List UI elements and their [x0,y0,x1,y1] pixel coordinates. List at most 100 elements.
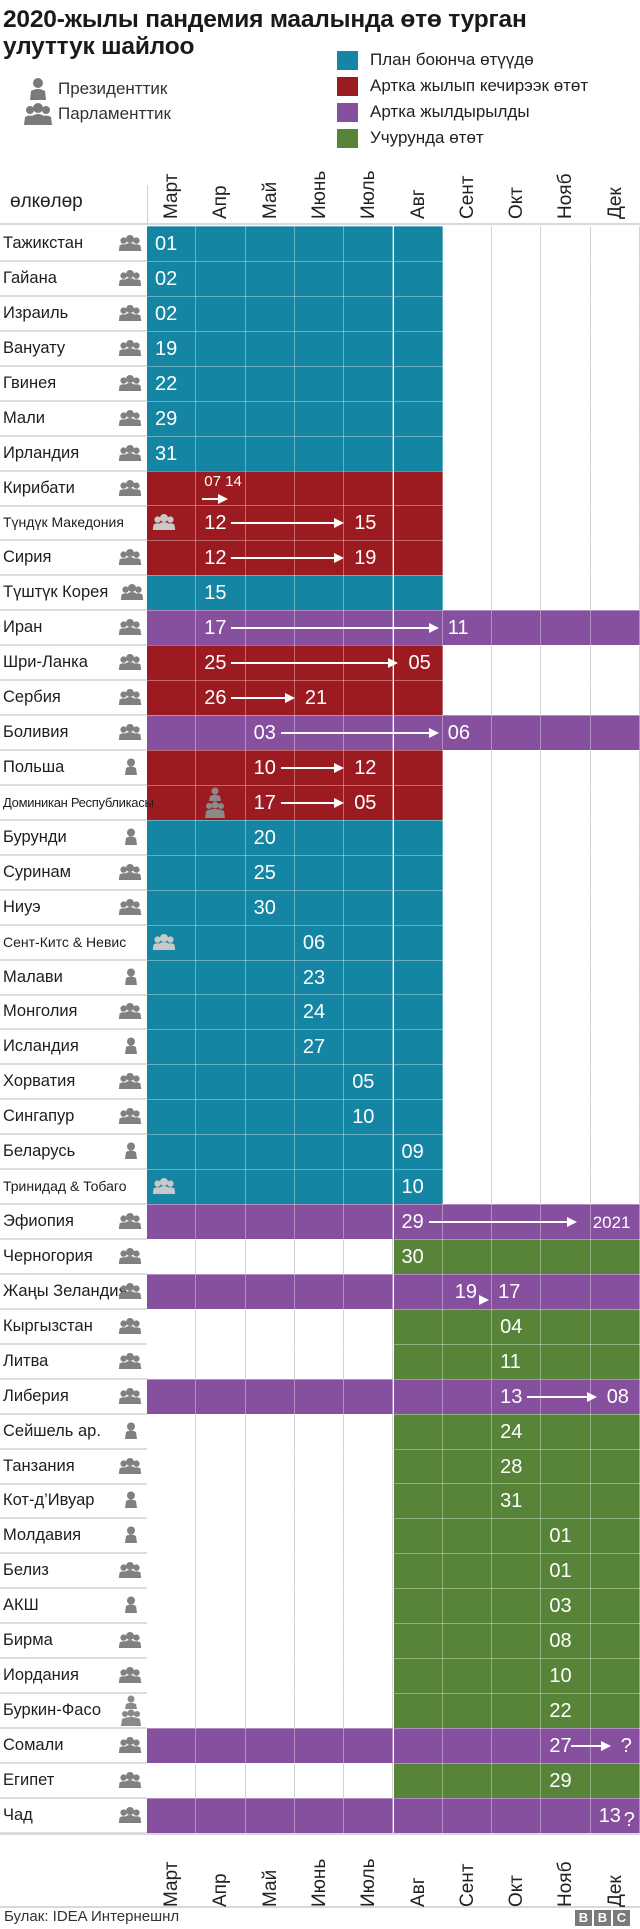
month-label-text: Нояб [555,1861,577,1907]
month-cell [196,1797,246,1833]
month-cell [393,260,443,296]
month-cell [393,959,443,995]
legend-item-held-on-time: Учурунда өтөт [337,125,588,151]
group-icon [118,1107,142,1127]
election-date: 25 [253,861,276,884]
month-cell [442,226,493,261]
month-cell [245,889,295,925]
month-cell [541,749,591,785]
election-date: 26 [204,687,227,710]
month-cell [492,1518,542,1554]
month-cell [442,1658,493,1694]
table-row: Ниуэ 30 [0,889,640,926]
legend-label: План боюнча өтүүдө [370,50,534,69]
month-cell [442,889,493,925]
chart-title: 2020-жылы пандемия маалында өтө турган у… [3,6,527,60]
swatch-red [337,76,358,96]
month-cell [196,1169,246,1205]
legend-label: Парламенттик [58,103,171,123]
month-cell [294,1099,345,1135]
person-icon [124,968,148,988]
month-label-text: Май [259,181,281,219]
month-cell [294,1169,345,1205]
month-cell [492,1762,542,1798]
month-cell [590,680,640,716]
month-cell [492,435,542,471]
logo-letter: C [613,1910,630,1926]
table-row: Иран 17 11 [0,610,640,647]
month-cell [492,470,542,506]
table-row: Молдавия 01 [0,1518,640,1555]
person-icon [124,758,148,778]
month-cell [344,1169,394,1205]
month-cell [590,330,640,366]
top-month-label: Сент [443,145,492,225]
month-cell [590,1064,640,1100]
month-cell [393,1169,443,1205]
month-label-text: Дек [604,187,626,219]
month-cell [344,1308,394,1344]
cell-divider [147,889,640,891]
month-cell [492,1483,542,1519]
election-date: 15 [204,582,227,605]
month-cell [442,749,493,785]
month-cell [245,1273,295,1309]
month-cell [393,295,443,331]
month-cell [492,1623,542,1659]
month-cell [442,1797,493,1833]
month-cell [245,1099,295,1135]
month-cell [344,749,394,785]
country-name: Беларусь [3,1142,76,1161]
country-name: Литва [3,1351,49,1370]
month-cell [541,1238,591,1274]
cell-divider [147,1099,640,1101]
month-cell [294,1273,345,1309]
country-name: Кирибати [3,478,75,497]
table-row: Малави 23 [0,959,640,996]
month-cell [442,645,493,681]
legend-presidential: Президенттик [18,76,171,101]
cell-divider [147,260,640,262]
month-cell [492,1064,542,1100]
table-row: Мали 29 [0,400,640,437]
month-cell [492,400,542,436]
new-election-date: 11 [447,617,469,640]
month-cell [590,610,640,646]
source-note: Булак: IDEA Интернешнл [4,1908,180,1925]
election-date: 10 [253,756,276,779]
month-cell [245,226,295,261]
month-cell [442,1518,493,1554]
table-row: Суринам 25 [0,854,640,891]
month-cell [393,645,443,681]
month-cell [541,1448,591,1484]
month-cell [344,435,394,471]
bottom-month-label: Июль [344,1835,393,1915]
month-label-text: Окт [506,1874,528,1907]
table-row: Сомали 27? [0,1727,640,1764]
month-cell [492,889,542,925]
month-cell [147,1273,197,1309]
month-cell [442,260,493,296]
country-name: Тринидад & Тобаго [3,1178,127,1195]
month-cell [245,365,295,401]
month-cell [294,260,345,296]
group-icon [118,863,142,883]
month-cell [590,994,640,1030]
cell-divider [147,1553,640,1555]
group-icon [118,898,142,918]
month-cell [294,226,345,261]
month-cell [245,819,295,855]
month-label-text: Дек [604,1875,626,1907]
month-cell [344,1343,394,1379]
month-cell [245,1693,295,1729]
month-cell [147,1238,197,1274]
country-name: Сейшель ар. [3,1421,101,1440]
month-cell [147,1343,197,1379]
table-row: Белиз 01 [0,1553,640,1590]
group-icon [118,479,142,499]
month-cell [245,854,295,890]
month-cell [492,1413,542,1449]
election-date: 02 [155,267,178,290]
election-date: 01 [549,1560,572,1583]
month-footer: Март Апр Май Июнь Июль Авг Сент Окт Нояб Дек [0,1833,640,1908]
